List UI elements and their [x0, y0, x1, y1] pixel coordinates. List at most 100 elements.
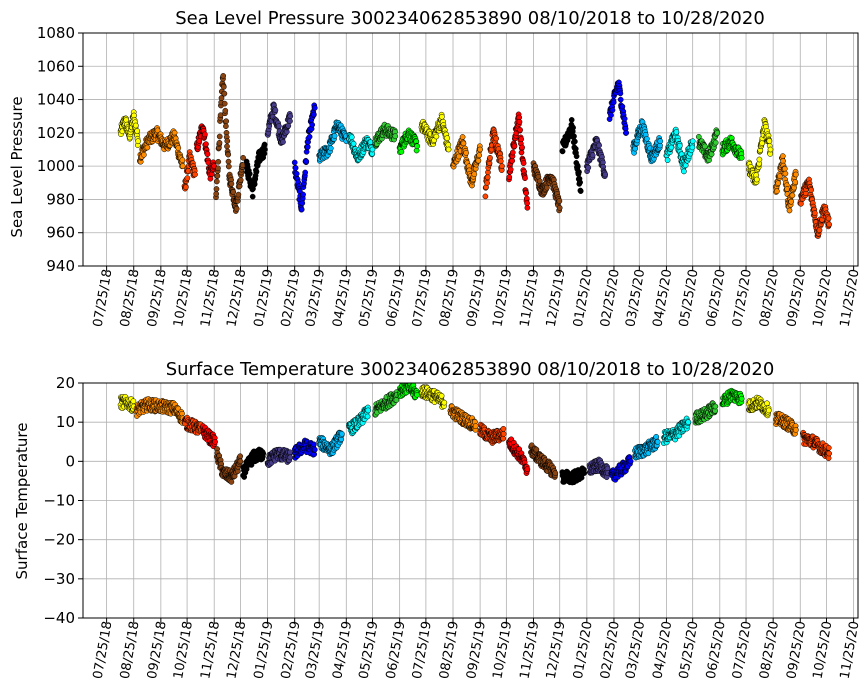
data-series	[193, 123, 218, 182]
data-point	[213, 186, 220, 192]
data-point	[304, 144, 311, 150]
x-tick-label: 09/25/18	[145, 268, 170, 328]
data-point	[364, 413, 371, 420]
y-tick-label: 960	[46, 224, 75, 242]
data-point	[144, 144, 151, 151]
data-series	[506, 436, 531, 476]
data-point	[632, 145, 639, 152]
data-point	[327, 145, 334, 152]
x-tick-label: 01/25/20	[571, 268, 596, 328]
data-point	[220, 73, 227, 79]
data-series	[418, 384, 448, 410]
data-point	[230, 189, 237, 195]
data-point	[311, 446, 318, 453]
data-point	[573, 153, 580, 160]
data-series	[181, 149, 198, 192]
data-point	[676, 142, 683, 149]
data-point	[610, 99, 617, 106]
data-point	[235, 191, 242, 198]
data-point	[695, 133, 702, 140]
data-series	[133, 396, 186, 426]
data-point	[287, 454, 294, 461]
data-point	[816, 227, 823, 234]
data-point	[689, 138, 696, 145]
data-point	[627, 458, 634, 465]
data-point	[130, 398, 137, 405]
data-point	[309, 121, 316, 128]
data-point	[623, 130, 630, 136]
x-tick-label: 06/25/20	[704, 620, 729, 680]
data-point	[225, 151, 232, 158]
data-series	[117, 109, 141, 148]
x-tick-label: 11/25/20	[838, 268, 863, 328]
data-point	[585, 164, 592, 171]
data-series	[447, 403, 479, 433]
data-point	[775, 180, 781, 187]
data-point	[789, 192, 796, 199]
data-point	[784, 186, 790, 192]
data-point	[224, 143, 230, 150]
data-point	[753, 176, 760, 183]
y-tick-label: 1080	[37, 24, 75, 42]
x-tick-label: 07/25/20	[730, 268, 755, 328]
x-tick-label: 01/25/19	[252, 620, 277, 680]
data-point	[302, 169, 309, 176]
x-tick-label: 05/25/19	[357, 620, 382, 680]
data-point	[287, 113, 294, 120]
data-point	[522, 175, 528, 182]
data-point	[576, 169, 582, 175]
data-point	[225, 158, 232, 165]
data-point	[826, 221, 832, 228]
x-tick-label: 05/25/19	[357, 268, 382, 328]
x-tick-label: 11/25/20	[838, 620, 863, 680]
data-point	[216, 139, 223, 146]
x-tick-label: 12/25/18	[224, 620, 249, 680]
data-series	[418, 111, 452, 153]
x-tick-label: 07/25/20	[730, 620, 755, 680]
data-series	[719, 134, 745, 161]
data-point	[298, 206, 305, 213]
data-point	[183, 184, 189, 191]
data-point	[602, 171, 609, 178]
data-series	[482, 126, 505, 200]
data-point	[132, 122, 139, 129]
data-point	[484, 180, 490, 186]
data-point	[523, 190, 530, 196]
x-tick-label: 10/25/18	[171, 268, 196, 328]
data-point	[825, 215, 832, 222]
data-point	[808, 187, 814, 193]
data-point	[261, 141, 268, 148]
data-point	[350, 140, 357, 147]
data-point	[759, 140, 765, 147]
x-tick-label: 04/25/20	[650, 620, 675, 680]
data-point	[251, 181, 258, 188]
surface-temperature-chart: Surface Temperature 300234062853890 08/1…	[13, 359, 863, 680]
data-point	[224, 138, 231, 144]
data-series	[243, 141, 268, 200]
y-tick-label: −40	[43, 609, 75, 627]
data-point	[202, 131, 208, 138]
data-point	[786, 207, 793, 214]
x-tick-label: 10/25/19	[490, 268, 515, 328]
data-point	[574, 163, 581, 170]
data-point	[280, 139, 286, 145]
y-axis-label: Surface Temperature	[13, 423, 31, 580]
data-series	[692, 400, 719, 426]
data-series	[181, 414, 204, 436]
data-point	[500, 431, 507, 437]
data-series	[240, 446, 267, 480]
x-tick-label: 11/25/18	[198, 620, 223, 680]
y-tick-label: 940	[46, 257, 75, 275]
data-point	[213, 178, 220, 185]
data-point	[544, 184, 550, 191]
data-point	[673, 129, 680, 135]
data-point	[559, 148, 566, 155]
data-point	[644, 135, 650, 142]
x-tick-label: 05/25/20	[677, 620, 702, 680]
data-series	[530, 160, 563, 214]
data-point	[215, 165, 221, 172]
data-point	[765, 407, 772, 414]
chart-title: Surface Temperature 300234062853890 08/1…	[166, 359, 775, 380]
data-series	[372, 121, 399, 149]
x-tick-label: 10/25/19	[490, 620, 515, 680]
